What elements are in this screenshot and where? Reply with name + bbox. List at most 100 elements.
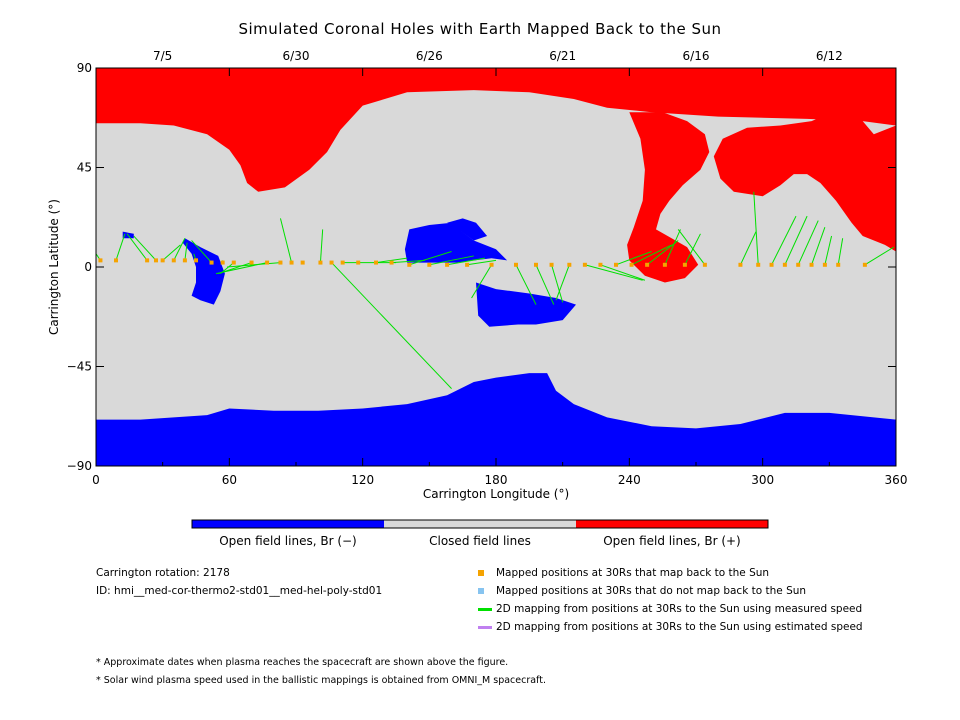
mapping-line — [664, 229, 681, 265]
mapped-point — [98, 258, 103, 263]
x-tick-label: 120 — [351, 473, 374, 487]
mapping-line — [191, 240, 212, 263]
mapped-point — [194, 258, 198, 263]
chart-title: Simulated Coronal Holes with Earth Mappe… — [238, 20, 722, 38]
mapped-point — [796, 262, 801, 267]
mapping-line — [319, 229, 324, 263]
mapped-point — [534, 262, 538, 267]
mapped-point — [549, 262, 554, 267]
mapped-point — [567, 262, 572, 267]
x-tick-label: 60 — [222, 473, 237, 487]
mapped-point — [702, 262, 707, 267]
colorbar-label-positive: Open field lines, Br (+) — [603, 534, 741, 548]
x-tick-label: 360 — [885, 473, 908, 487]
mapped-point — [738, 262, 743, 267]
model-id: ID: hmi__med-cor-thermo2-std01__med-hel-… — [96, 585, 383, 597]
top-date-label: 6/12 — [816, 49, 843, 63]
mapping-line — [837, 238, 844, 265]
mid-negative-hole-3 — [404, 222, 508, 263]
mapped-point — [427, 262, 432, 267]
mapping-line — [797, 220, 819, 265]
mapped-point — [329, 260, 334, 265]
mapped-point — [389, 260, 394, 265]
colorbar-segment — [192, 520, 384, 528]
mapped-point — [154, 258, 158, 263]
mapped-point — [160, 258, 165, 263]
purple-line-icon — [478, 625, 492, 629]
mid-negative-hole-4 — [447, 218, 488, 241]
south-polar-negative-hole — [96, 373, 896, 466]
top-date-label: 6/26 — [416, 49, 443, 63]
mapping-line — [467, 259, 497, 266]
mapped-point — [465, 262, 470, 267]
mapped-points — [98, 258, 867, 267]
mid-negative-hole-1 — [182, 238, 225, 305]
mapped-point — [407, 262, 412, 267]
mapped-point — [782, 262, 787, 267]
mapped-point — [231, 260, 236, 265]
y-tick-label: 45 — [77, 161, 92, 175]
mapping-line — [173, 238, 186, 261]
mapped-point — [614, 262, 618, 267]
x-tick-label: 240 — [618, 473, 641, 487]
mapping-line — [409, 251, 452, 266]
mapped-point — [682, 262, 687, 267]
mapped-point — [340, 260, 345, 265]
mapped-point — [249, 260, 254, 265]
mapping-line — [753, 191, 759, 265]
mapped-point — [289, 260, 294, 265]
colorbar-label-negative: Open field lines, Br (−) — [219, 534, 357, 548]
legend-item-unmapped: Mapped positions at 30Rs that do not map… — [478, 585, 806, 597]
mapping-line — [331, 262, 452, 389]
mapping-line — [515, 264, 537, 305]
mapping-line — [115, 233, 126, 261]
x-axis-label: Carrington Longitude (°) — [423, 487, 569, 501]
orange-square-icon — [478, 570, 484, 576]
mapped-point — [356, 260, 361, 265]
x-tick-label: 180 — [485, 473, 508, 487]
mapped-point — [300, 260, 305, 265]
mapping-line — [824, 235, 833, 265]
mapping-line — [126, 233, 148, 261]
y-axis-label: Carrington Latitude (°) — [47, 199, 61, 335]
legend-label: Mapped positions at 30Rs that do not map… — [496, 585, 807, 597]
colorbar-label-closed: Closed field lines — [429, 534, 531, 548]
legend-label: Mapped positions at 30Rs that map back t… — [496, 567, 770, 579]
mapped-point — [629, 262, 634, 267]
mapped-point — [862, 262, 867, 267]
x-tick-label: 0 — [92, 473, 100, 487]
colorbar-frame — [191, 519, 769, 529]
mapped-point — [209, 260, 214, 265]
mapping-line — [375, 257, 408, 264]
mapped-point — [769, 262, 774, 267]
carrington-rotation: Carrington rotation: 2178 — [96, 567, 230, 579]
y-tick-label: 0 — [84, 260, 92, 274]
north-mid-positive-hole — [627, 112, 710, 283]
mapping-line — [447, 257, 485, 266]
mapping-line — [429, 255, 474, 266]
legend-item-estimated: 2D mapping from positions at 30Rs to the… — [478, 621, 863, 633]
mapped-point — [645, 262, 650, 267]
top-date-label: 6/16 — [683, 49, 710, 63]
mapped-point — [374, 260, 378, 265]
top-date-label: 6/30 — [283, 49, 310, 63]
y-tick-label: −90 — [67, 459, 92, 473]
north-polar-positive-hole — [96, 68, 896, 252]
mapping-line — [133, 235, 157, 261]
mapping-line — [162, 244, 181, 261]
axes: 0 60 120 180 240 300 360 −90 −45 0 45 90 7/5 6/30 6/26… — [67, 49, 908, 487]
footnote-dates: * Approximate dates when plasma reaches … — [96, 657, 509, 668]
mapping-line — [677, 229, 706, 266]
colorbar-segment — [576, 520, 768, 528]
mapping-line — [615, 251, 652, 266]
mapped-point — [278, 260, 283, 265]
y-tick-label: 90 — [77, 61, 92, 75]
mapped-point — [145, 258, 150, 263]
mapping-line — [771, 215, 797, 266]
legend-item-mapped: Mapped positions at 30Rs that map back t… — [478, 567, 769, 579]
mapped-point — [318, 260, 323, 265]
mapped-point — [514, 262, 518, 267]
coronal-hole-regions — [96, 68, 896, 466]
mapping-line — [600, 264, 646, 281]
